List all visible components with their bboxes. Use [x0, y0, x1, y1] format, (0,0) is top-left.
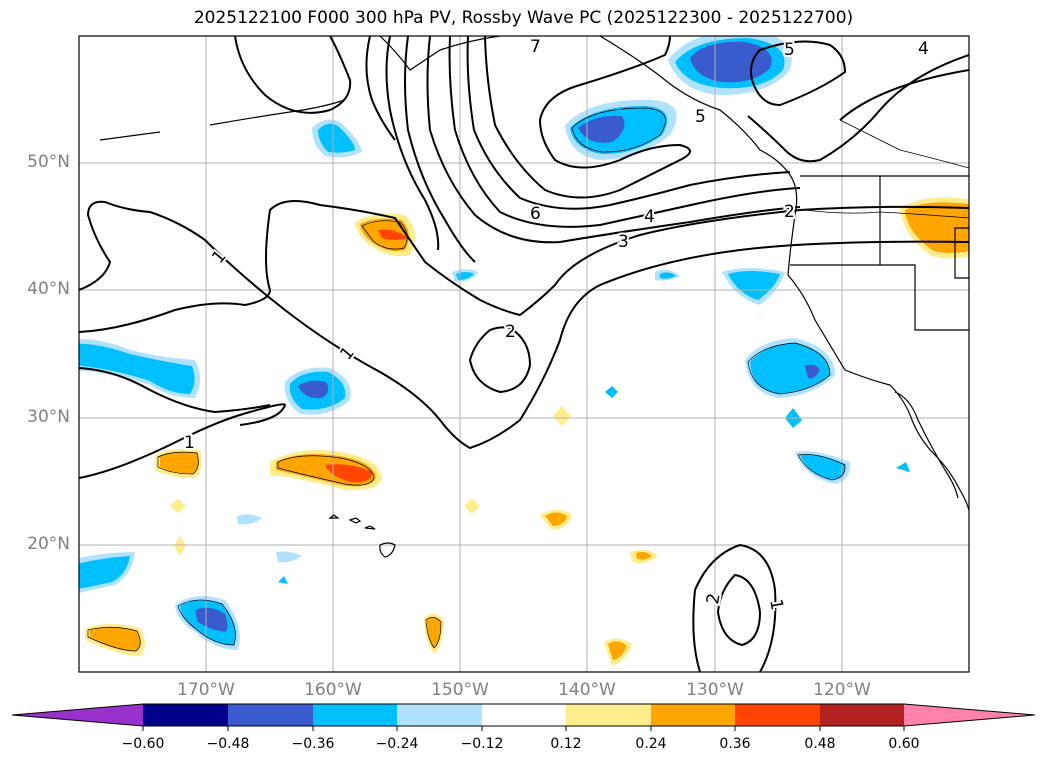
contour-2-southeast-inner — [716, 573, 762, 647]
lon-label: 120°W — [813, 680, 871, 700]
contour-label: 6 — [530, 204, 541, 224]
contour-3 — [426, 36, 801, 244]
lat-label: 40°N — [27, 279, 70, 299]
colorbar-tick-label: −0.24 — [375, 736, 419, 752]
lon-label: 140°W — [558, 680, 616, 700]
contour-label: 2 — [505, 322, 516, 342]
lon-label: 130°W — [686, 680, 744, 700]
colorbar-tick-label: −0.12 — [460, 736, 504, 752]
colorbar-tick-label: −0.36 — [291, 736, 335, 752]
baja-peninsula — [894, 391, 959, 499]
contour-label: 4 — [918, 39, 929, 59]
map-title: 2025122100 F000 300 hPa PV, Rossby Wave … — [193, 8, 854, 28]
colorbar-extend-high — [904, 704, 1035, 726]
lon-label: 160°W — [304, 680, 362, 700]
lat-label: 20°N — [27, 534, 70, 554]
colorbar — [11, 703, 1036, 731]
contour-4 — [448, 36, 801, 228]
contour-label: 7 — [530, 37, 541, 57]
contour-1-southeast-outer — [692, 543, 777, 672]
contour-label: 3 — [618, 232, 629, 252]
contour-label: 1 — [184, 433, 195, 453]
contour-label: 4 — [644, 207, 655, 227]
contour-1-south — [79, 403, 287, 479]
colorbar-tick-label: 0.48 — [804, 736, 836, 752]
contour-label: 1 — [208, 247, 230, 268]
lat-lon-grid — [79, 36, 969, 672]
contour-2-east — [747, 54, 969, 163]
contour-1-west — [79, 200, 969, 450]
contour-label: 1 — [765, 598, 787, 612]
contour-6 — [484, 36, 691, 199]
contour-label: 1 — [336, 343, 358, 364]
colorbar-tick-label: 0.12 — [550, 736, 582, 752]
colorbar-tick-label: 0.36 — [719, 736, 751, 752]
colorbar-tick-label: −0.60 — [121, 736, 165, 752]
pv-contours — [79, 36, 969, 672]
map-frame — [78, 35, 970, 673]
contour-label: 2 — [784, 202, 795, 222]
lat-label: 30°N — [27, 407, 70, 427]
lat-label: 50°N — [27, 152, 70, 172]
colorbar-extend-low — [12, 704, 143, 726]
north-america-coast — [599, 36, 969, 511]
colorbar-tick-label: 0.60 — [888, 736, 920, 752]
colorbar-tick-label: 0.24 — [635, 736, 667, 752]
lon-label: 150°W — [431, 680, 489, 700]
alaska-coast — [379, 36, 501, 71]
negative-anomaly-shading — [79, 36, 910, 650]
contour-5 — [466, 36, 791, 210]
contour-label: 5 — [784, 40, 795, 60]
contour-label: 5 — [695, 107, 706, 127]
coastlines — [99, 36, 969, 558]
lon-label: 170°W — [177, 680, 235, 700]
hawaii-islands — [328, 514, 396, 558]
contour-2-loop — [468, 326, 532, 394]
colorbar-tick-label: −0.48 — [206, 736, 250, 752]
